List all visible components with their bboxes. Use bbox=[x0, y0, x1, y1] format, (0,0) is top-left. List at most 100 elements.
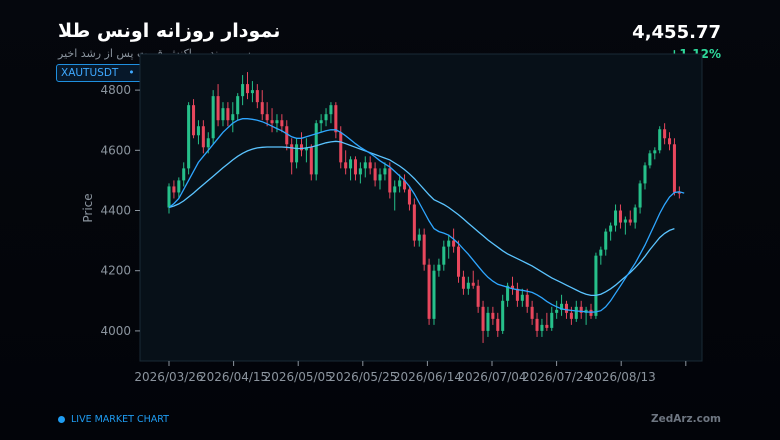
candle-body bbox=[574, 306, 578, 319]
candle-body bbox=[668, 138, 672, 145]
candle-body bbox=[672, 144, 676, 193]
candle-body bbox=[653, 150, 657, 154]
candle-body bbox=[334, 105, 338, 133]
y-axis-title: Price bbox=[81, 193, 95, 222]
y-tick-label: 4600 bbox=[100, 143, 131, 157]
candle-body bbox=[187, 105, 191, 169]
candle-body bbox=[329, 105, 333, 115]
candle-body bbox=[456, 246, 461, 277]
candle-body bbox=[427, 264, 431, 319]
candle-body bbox=[579, 306, 583, 313]
separator-dot: • bbox=[128, 67, 135, 79]
candle-body bbox=[550, 312, 554, 328]
candle-body bbox=[452, 240, 456, 247]
candle-body bbox=[285, 126, 289, 145]
candle-body bbox=[422, 234, 426, 265]
candle-body bbox=[658, 129, 662, 151]
candle-body bbox=[182, 168, 186, 181]
candle-body bbox=[501, 300, 505, 331]
candle-body bbox=[476, 285, 480, 307]
x-tick-label: 2026/07/24 bbox=[522, 370, 591, 384]
candle-body bbox=[623, 219, 627, 223]
candle-body bbox=[481, 306, 485, 331]
candle-body bbox=[270, 120, 274, 124]
candle-body bbox=[172, 186, 176, 193]
candle-body bbox=[398, 180, 402, 187]
live-dot-icon bbox=[58, 416, 65, 423]
candle-body bbox=[447, 240, 451, 247]
candle-body bbox=[432, 270, 436, 319]
candle-body bbox=[437, 264, 441, 271]
candle-body bbox=[196, 126, 200, 136]
candle-body bbox=[564, 303, 568, 313]
candle-body bbox=[599, 249, 603, 256]
symbol-label: XAUTUSDT bbox=[61, 67, 119, 79]
candle-body bbox=[618, 210, 622, 223]
candle-body bbox=[221, 108, 225, 121]
candle-body bbox=[250, 90, 254, 94]
candle-body bbox=[530, 306, 534, 319]
candle-body bbox=[358, 168, 362, 175]
candle-body bbox=[378, 174, 382, 181]
candle-body bbox=[363, 162, 367, 169]
candle-body bbox=[417, 234, 421, 241]
candle-body bbox=[211, 96, 215, 139]
candle-body bbox=[515, 288, 519, 301]
candle-body bbox=[520, 294, 524, 301]
candle-body bbox=[614, 210, 618, 226]
candle-body bbox=[525, 294, 529, 307]
candle-body bbox=[304, 147, 308, 151]
ema-fast-line bbox=[168, 118, 685, 313]
brand-watermark: ZedArz.com bbox=[650, 413, 721, 425]
candle-body bbox=[349, 159, 353, 169]
candle-body bbox=[373, 168, 377, 181]
candle-body bbox=[280, 120, 284, 127]
candle-body bbox=[412, 204, 416, 241]
candle-body bbox=[594, 255, 598, 316]
candle-body bbox=[201, 126, 205, 148]
candle-body bbox=[319, 120, 323, 124]
candle-body bbox=[648, 153, 652, 166]
candle-body bbox=[545, 324, 549, 328]
candle-body bbox=[216, 96, 220, 121]
candle-body bbox=[633, 207, 637, 223]
candle-body bbox=[540, 324, 544, 331]
candle-body bbox=[206, 138, 210, 148]
candle-body bbox=[569, 312, 573, 319]
candle-body bbox=[295, 144, 299, 163]
candle-body bbox=[506, 285, 510, 301]
candle-body bbox=[275, 120, 279, 124]
x-tick-label: 2026/08/13 bbox=[587, 370, 656, 384]
candle-body bbox=[663, 129, 667, 139]
candle-body bbox=[643, 165, 647, 184]
candle-body bbox=[245, 84, 250, 94]
live-label: LIVE MARKET CHART bbox=[71, 414, 169, 425]
candle-body bbox=[496, 318, 500, 331]
candle-body bbox=[344, 162, 348, 169]
candle-body bbox=[383, 168, 387, 175]
x-tick-label: 2026/07/04 bbox=[457, 370, 526, 384]
candle-body bbox=[290, 144, 294, 163]
chart-title: نمودار روزانه اونس طلا bbox=[58, 20, 281, 42]
candle-body bbox=[638, 183, 642, 208]
candle-body bbox=[241, 84, 245, 97]
candle-body bbox=[403, 180, 407, 190]
candle-body bbox=[535, 318, 539, 331]
x-tick-label: 2026/03/26 bbox=[134, 370, 203, 384]
x-tick-label: 2026/04/15 bbox=[199, 370, 268, 384]
candle-body bbox=[491, 312, 495, 319]
candle-body bbox=[236, 96, 240, 115]
candle-body bbox=[368, 162, 372, 169]
current-price: 4,455.77 bbox=[632, 22, 721, 43]
candle-body bbox=[265, 114, 269, 121]
candle-body bbox=[167, 186, 171, 208]
candle-body bbox=[609, 225, 613, 232]
candle-body bbox=[226, 108, 230, 121]
candle-body bbox=[314, 123, 318, 175]
candle-body bbox=[486, 312, 490, 331]
live-indicator: LIVE MARKET CHART bbox=[58, 414, 169, 425]
candle-body bbox=[677, 192, 681, 194]
candle-body bbox=[231, 114, 235, 121]
candle-body bbox=[407, 189, 411, 205]
